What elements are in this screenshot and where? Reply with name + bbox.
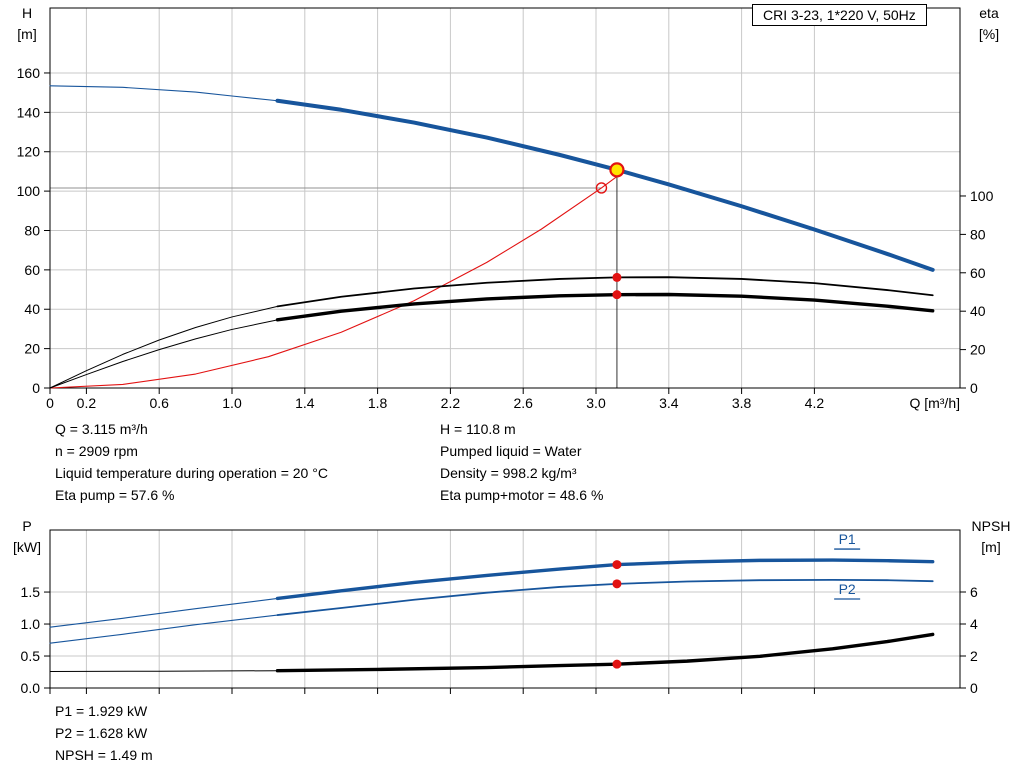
head-axis-header: H [m] xyxy=(6,3,48,45)
eta-pump-motor-extension xyxy=(49,319,278,389)
requested-duty-point xyxy=(595,182,608,194)
svg-text:1.8: 1.8 xyxy=(368,395,388,411)
pump-curve-extension xyxy=(49,85,279,102)
curve-label-p2: P2 xyxy=(839,581,856,597)
p2-extension xyxy=(49,614,279,644)
h-axis-title: H xyxy=(21,5,33,21)
info-npsh: NPSH = 1.49 m xyxy=(55,747,153,763)
power-info: P1 = 1.929 kW P2 = 1.628 kW NPSH = 1.49 … xyxy=(55,700,153,766)
npsh-axis-unit: [m] xyxy=(981,539,1001,555)
info-flow: Q = 3.115 m³/h xyxy=(55,421,148,437)
svg-text:100: 100 xyxy=(970,188,994,204)
svg-text:3.8: 3.8 xyxy=(732,395,752,411)
svg-text:2.6: 2.6 xyxy=(513,395,533,411)
info-density: Density = 998.2 kg/m³ xyxy=(440,465,577,481)
npsh-axis-title: NPSH xyxy=(971,518,1011,534)
duty-info-right: H = 110.8 m Pumped liquid = Water Densit… xyxy=(440,418,603,506)
svg-text:0: 0 xyxy=(970,680,978,696)
info-liquid-temperature: Liquid temperature during operation = 20… xyxy=(55,465,328,481)
svg-text:6: 6 xyxy=(970,584,978,600)
svg-text:60: 60 xyxy=(970,265,986,281)
p2-point xyxy=(612,579,622,589)
power-npsh-chart: 0.0 0.5 1.0 1.5 0 2 4 6 P1 P2 xyxy=(21,529,978,696)
info-p1: P1 = 1.929 kW xyxy=(55,703,148,719)
svg-text:0.6: 0.6 xyxy=(149,395,169,411)
qh-eta-chart: 0 0.2 0.6 1.0 1.4 1.8 2.2 2.6 3.0 3.4 3.8 4.2 Q [m³/… xyxy=(17,7,994,411)
npsh-point xyxy=(612,659,622,669)
svg-text:3.4: 3.4 xyxy=(659,395,679,411)
svg-text:4.2: 4.2 xyxy=(805,395,825,411)
svg-text:2: 2 xyxy=(970,648,978,664)
eta-axis-title: eta xyxy=(979,5,999,21)
svg-text:0.0: 0.0 xyxy=(21,680,41,696)
power-axis-header: P [kW] xyxy=(6,516,48,558)
eta-pump-motor-curve xyxy=(275,292,935,322)
eta-axis-header: eta [%] xyxy=(963,3,1015,45)
info-eta-pump: Eta pump = 57.6 % xyxy=(55,487,175,503)
pump-title: CRI 3-23, 1*220 V, 50Hz xyxy=(763,7,916,23)
h-axis-unit: [m] xyxy=(17,26,37,42)
svg-text:4: 4 xyxy=(970,616,978,632)
info-speed: n = 2909 rpm xyxy=(55,443,138,459)
svg-text:1.0: 1.0 xyxy=(222,395,242,411)
p-axis-title: P xyxy=(22,518,32,534)
svg-text:0.2: 0.2 xyxy=(77,395,97,411)
svg-text:0.5: 0.5 xyxy=(21,648,41,664)
info-head: H = 110.8 m xyxy=(440,421,516,437)
plot-frame xyxy=(49,529,961,689)
x-axis-label: Q [m³/h] xyxy=(909,395,960,411)
svg-text:1.4: 1.4 xyxy=(295,395,315,411)
npsh-curve xyxy=(275,632,935,673)
svg-text:60: 60 xyxy=(24,262,40,278)
svg-text:160: 160 xyxy=(17,65,41,81)
eta-pump-point xyxy=(612,272,622,282)
plot-frame xyxy=(49,7,961,389)
operating-point xyxy=(609,162,625,178)
info-p2: P2 = 1.628 kW xyxy=(55,725,148,741)
svg-text:20: 20 xyxy=(970,342,986,358)
svg-text:100: 100 xyxy=(17,183,41,199)
svg-text:20: 20 xyxy=(24,341,40,357)
eta-pump-extension xyxy=(49,305,278,389)
svg-text:40: 40 xyxy=(24,301,40,317)
curve-label-p1: P1 xyxy=(839,531,856,547)
info-eta-pump-motor: Eta pump+motor = 48.6 % xyxy=(440,487,604,503)
p1-extension xyxy=(49,597,279,628)
svg-text:120: 120 xyxy=(17,144,41,160)
svg-text:1.5: 1.5 xyxy=(21,584,41,600)
svg-text:0: 0 xyxy=(46,395,54,411)
pump-title-box: CRI 3-23, 1*220 V, 50Hz xyxy=(752,4,927,26)
svg-text:1.0: 1.0 xyxy=(21,616,41,632)
info-pumped-liquid: Pumped liquid = Water xyxy=(440,443,582,459)
svg-text:3.0: 3.0 xyxy=(586,395,606,411)
p-axis-unit: [kW] xyxy=(13,539,41,555)
system-curve xyxy=(49,171,624,389)
svg-text:0: 0 xyxy=(32,380,40,396)
eta-pump-motor-point xyxy=(612,290,622,300)
svg-text:80: 80 xyxy=(970,226,986,242)
npsh-extension xyxy=(49,670,278,673)
npsh-axis-header: NPSH [m] xyxy=(960,516,1022,558)
svg-text:140: 140 xyxy=(17,104,41,120)
svg-text:2.2: 2.2 xyxy=(441,395,461,411)
duty-info-left: Q = 3.115 m³/h n = 2909 rpm Liquid tempe… xyxy=(55,418,328,506)
svg-text:40: 40 xyxy=(970,303,986,319)
svg-text:80: 80 xyxy=(24,222,40,238)
eta-axis-unit: [%] xyxy=(978,26,1000,42)
p1-point xyxy=(612,560,622,570)
svg-text:0: 0 xyxy=(970,380,978,396)
